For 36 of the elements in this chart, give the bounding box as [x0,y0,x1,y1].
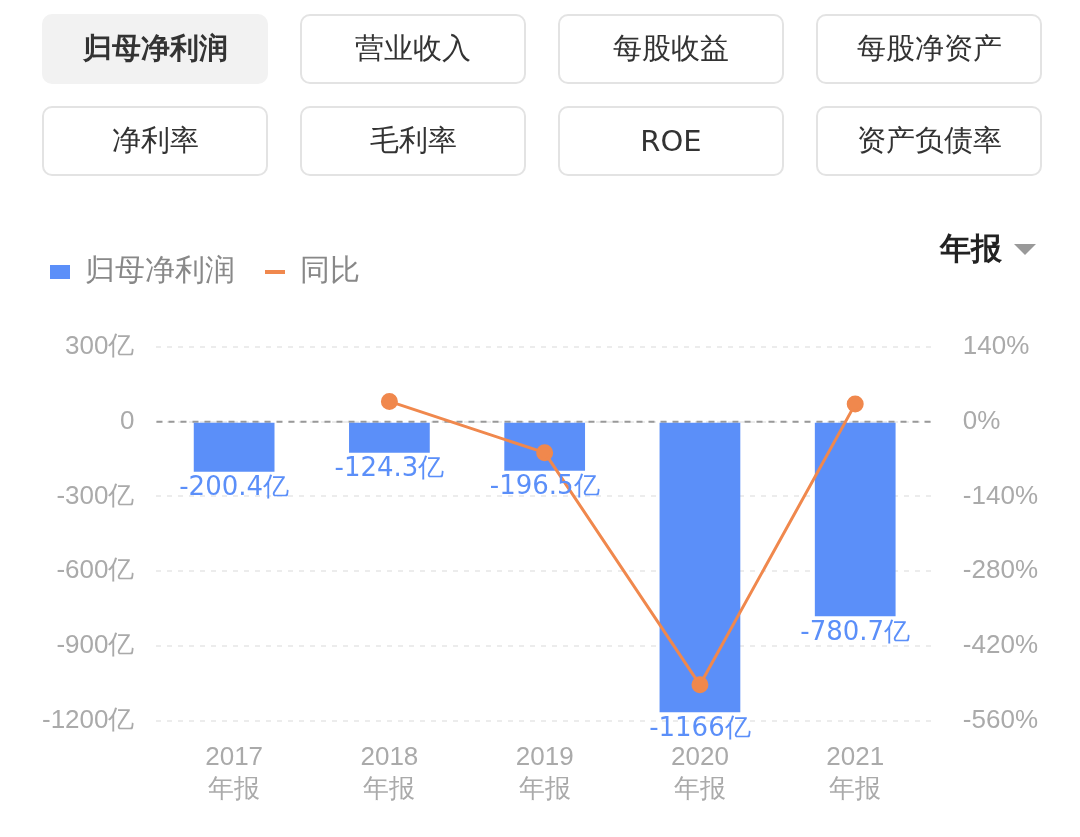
x-tick-label: 2017 年报 [205,741,264,803]
data-label: -124.3亿 [334,452,445,483]
y-tick-label: -1200亿 [42,703,135,734]
data-label: -780.7亿 [800,615,911,646]
data-label: -200.4亿 [179,471,290,502]
y-tick-label: 300亿 [65,330,135,361]
y-tick-label: -900亿 [56,629,135,660]
point [536,444,554,462]
x-tick-label: 2019 年报 [515,741,574,803]
text: 年报 [940,229,1002,268]
y2-tick-label: 140% [962,330,1030,361]
point [691,676,709,694]
x-tick-label: 2020 年报 [671,741,729,803]
text: 毛利率 [300,106,526,176]
legend-label: 归母净利润 [85,253,235,287]
x-tick-label: 2021 年报 [826,741,885,803]
point [846,395,864,413]
text: ROE [558,106,784,176]
point [380,392,398,410]
y2-tick-label: -280% [962,554,1038,585]
y2-tick-label: -140% [962,479,1038,510]
y-tick-label: -600亿 [56,554,135,585]
text: 资产负债率 [816,106,1042,176]
x-tick-label: 2018 年报 [360,741,419,803]
text: 每股收益 [558,14,784,84]
y2-tick-label: -420% [962,629,1038,660]
y2-tick-label: -560% [962,703,1038,734]
y-tick-label: -300亿 [56,479,135,510]
text: 每股净资产 [816,14,1042,84]
data-label: -1166亿 [649,711,751,742]
text: 净利率 [42,106,268,176]
y2-tick-label: 0% [962,404,1001,435]
y-tick-label: 0 [120,404,135,435]
legend-label: 同比 [300,253,360,287]
text: 营业收入 [300,14,526,84]
text: 归母净利润 [42,14,268,84]
